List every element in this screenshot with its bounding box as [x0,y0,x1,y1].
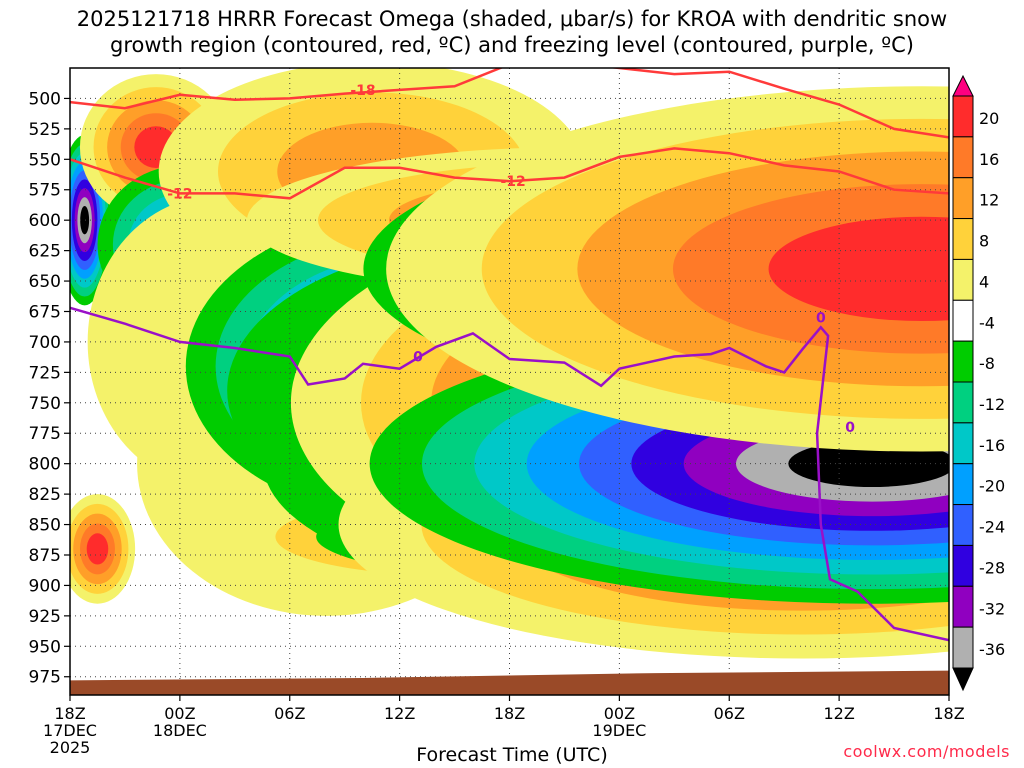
colorbar-top-arrow [952,74,974,97]
colorbar-swatch [952,544,974,587]
credit-text[interactable]: coolwx.com/models [843,742,1010,761]
colorbar-swatch [952,258,974,301]
x-tick-label: 12Z [384,704,415,723]
y-tick-label: 650 [29,272,61,292]
freezing-level-line [70,306,949,642]
freezing-level-label: 0 [816,311,826,327]
y-tick-label: 950 [29,637,61,657]
colorbar-label: -12 [979,395,1005,414]
x-tick-label: 06Z [274,704,305,723]
y-tick-label: 925 [29,607,61,627]
colorbar-swatch [952,218,974,260]
y-tick-label: 575 [29,181,61,201]
colorbar-swatch [952,340,974,383]
y-tick-label: 600 [29,211,61,231]
omega-band [80,205,90,235]
omega-cell [70,494,136,604]
omega-cell [386,86,949,452]
colorbar-label: 12 [979,191,999,210]
dendritic-contour-label: -12 [501,174,526,190]
y-tick-label: 875 [29,546,61,566]
colorbar-swatch [952,95,974,138]
colorbar-label: -28 [979,558,1005,577]
y-tick-label: 775 [29,424,61,444]
terrain-fill [70,670,949,695]
x-tick-label: 00Z [604,704,635,723]
dendritic-contour-line [70,68,949,139]
dendritic-contour-label: -12 [167,186,192,202]
omega-band [768,216,949,322]
colorbar-label: 16 [979,150,999,169]
chart-title-line-2: growth region (contoured, red, ºC) and f… [110,33,914,57]
omega-band [86,533,109,565]
y-tick-label: 850 [29,516,61,536]
y-tick-label: 975 [29,668,61,688]
y-tick-label: 900 [29,576,61,596]
colorbar-swatch [952,299,974,342]
y-tick-label: 675 [29,302,61,322]
colorbar-label: -32 [979,599,1005,618]
omega-band [788,440,949,488]
colorbar-swatch [952,504,974,546]
colorbar-label: 8 [979,232,989,251]
y-tick-label: 825 [29,485,61,505]
colorbar-swatch [952,381,974,424]
colorbar-label: -24 [979,518,1005,537]
chart-title-line-1: 2025121718 HRRR Forecast Omega (shaded, … [76,7,948,31]
colorbar-swatch [952,463,974,506]
dendritic-contour-label: -18 [350,83,375,99]
colorbar-label: -4 [979,313,995,332]
x-tick-label: 06Z [714,704,745,723]
colorbar-swatch [952,626,974,669]
x-tick-label: 00Z [164,704,195,723]
colorbar-bottom-arrow [952,667,974,692]
x-tick-label: 18Z [54,704,85,723]
y-tick-label: 625 [29,242,61,262]
colorbar-swatch [952,422,974,465]
colorbar-swatch [952,136,974,179]
x-tick-label: 18Z [933,704,964,723]
x-tick-label: 2025 [50,738,91,757]
colorbar-label: 4 [979,272,989,291]
colorbar-label: 20 [979,109,999,128]
x-axis-label: Forecast Time (UTC) [416,744,608,766]
x-tick-label: 18DEC [153,721,207,740]
x-tick-label: 12Z [823,704,854,723]
dendritic-contour-line [70,147,949,200]
colorbar-label: -36 [979,640,1005,659]
y-tick-label: 550 [29,150,61,170]
colorbar-label: -8 [979,354,995,373]
freezing-level-label: 0 [413,350,423,366]
y-tick-label: 500 [29,89,61,109]
y-tick-label: 725 [29,363,61,383]
x-tick-label: 17DEC [43,721,97,740]
colorbar-swatch [952,585,974,628]
y-tick-label: 800 [29,455,61,475]
x-tick-label: 19DEC [592,721,646,740]
x-tick-label: 18Z [494,704,525,723]
y-tick-label: 525 [29,120,61,140]
colorbar-swatch [952,177,974,220]
colorbar-label: -20 [979,477,1005,496]
colorbar-label: -16 [979,436,1005,455]
y-tick-label: 750 [29,394,61,414]
freezing-level-label: 0 [845,420,855,436]
y-tick-label: 700 [29,333,61,353]
